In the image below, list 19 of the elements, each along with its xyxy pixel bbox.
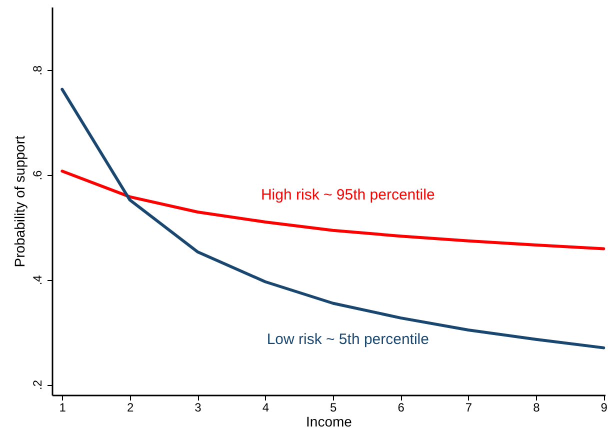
series-label: Low risk ~ 5th percentile [266,331,429,348]
y-tick-label: .4 [30,274,44,286]
y-tick-label: .8 [30,65,44,76]
x-tick-label: 4 [262,400,270,414]
x-tick-label: 3 [194,400,202,414]
x-tick-label: 6 [398,400,405,414]
y-axis-title: Probability of support [12,136,28,268]
x-tick-label: 7 [465,400,472,414]
line-series [60,88,606,350]
x-tick-label: 5 [330,400,338,414]
x-tick-label: 8 [533,400,540,414]
y-tick-label: .2 [30,380,44,390]
x-tick-label: 9 [600,400,608,414]
y-tick-label: .6 [30,170,44,180]
x-tick-label: 1 [59,400,66,414]
x-axis-title: Income [306,414,352,430]
line-series [60,170,606,250]
series-label: High risk ~ 95th percentile [260,186,435,204]
x-tick-label: 2 [126,400,134,414]
